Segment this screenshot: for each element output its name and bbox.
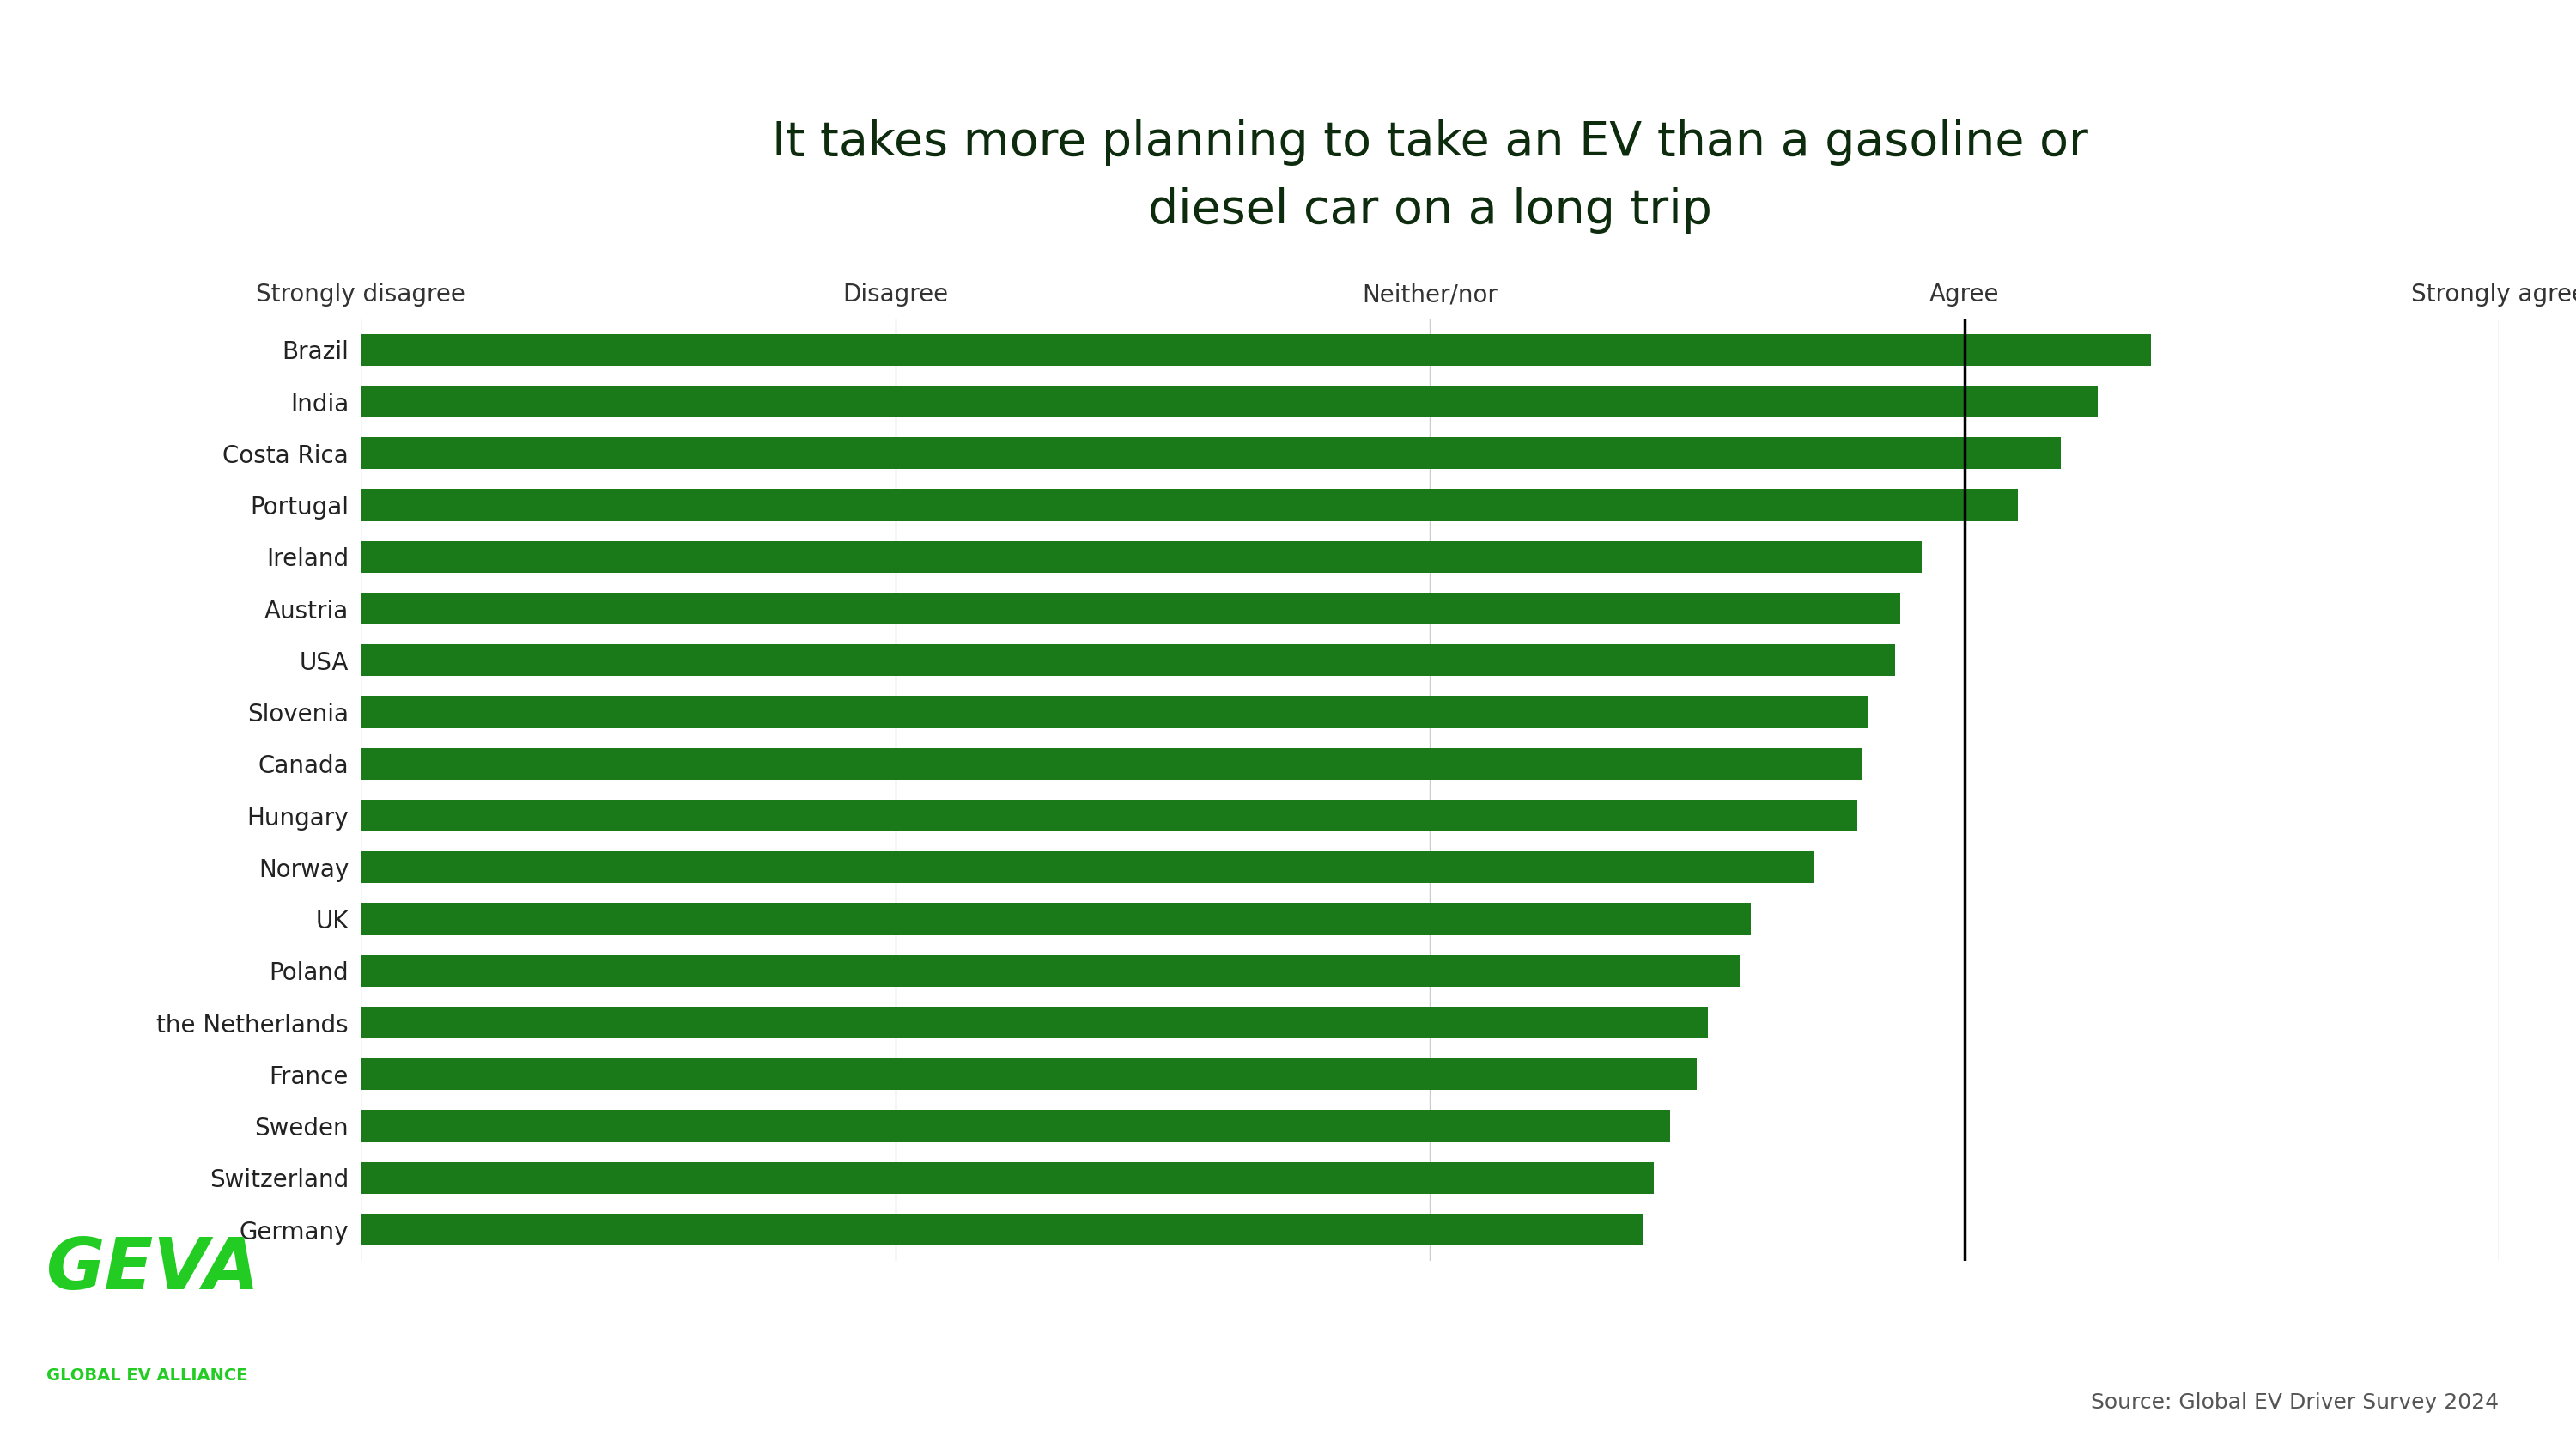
- Text: GLOBAL EV ALLIANCE: GLOBAL EV ALLIANCE: [46, 1368, 247, 1384]
- Bar: [361, 1007, 1708, 1039]
- Bar: [361, 852, 1814, 884]
- Bar: [361, 1058, 1698, 1091]
- Bar: [361, 540, 1922, 572]
- Bar: [361, 385, 2097, 417]
- Bar: [361, 903, 1752, 935]
- Bar: [361, 696, 1868, 727]
- Bar: [361, 955, 1739, 987]
- Bar: [361, 800, 1857, 832]
- Text: GEVA: GEVA: [46, 1235, 260, 1304]
- Bar: [361, 1214, 1643, 1246]
- Bar: [361, 1162, 1654, 1194]
- Bar: [361, 490, 2017, 522]
- Bar: [361, 333, 2151, 367]
- Text: Source: Global EV Driver Survey 2024: Source: Global EV Driver Survey 2024: [2092, 1392, 2499, 1413]
- Bar: [361, 593, 1901, 625]
- Bar: [361, 1110, 1669, 1142]
- Bar: [361, 438, 2061, 469]
- Bar: [361, 748, 1862, 780]
- Bar: [361, 645, 1896, 677]
- Title: It takes more planning to take an EV than a gasoline or
diesel car on a long tri: It takes more planning to take an EV tha…: [773, 119, 2087, 233]
